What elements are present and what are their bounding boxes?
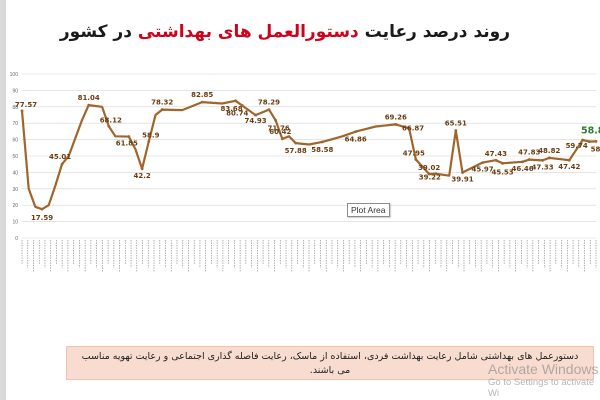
data-point xyxy=(494,158,498,162)
data-label: 81.04 xyxy=(78,94,100,102)
data-label: 47.42 xyxy=(558,163,580,171)
window-edge xyxy=(0,0,6,400)
title-highlight: دستورالعمل های بهداشتی xyxy=(137,22,359,42)
data-label: 78.32 xyxy=(151,99,173,107)
data-point xyxy=(267,108,271,112)
data-label: 45.01 xyxy=(49,153,71,161)
data-label: 59.74 xyxy=(566,142,588,150)
data-label: 74.93 xyxy=(245,117,267,125)
title-suffix: در کشور xyxy=(59,22,138,42)
y-tick-label: 0 xyxy=(15,236,18,242)
data-point xyxy=(461,171,464,174)
data-label: 69.26 xyxy=(385,113,407,121)
data-point xyxy=(140,167,144,171)
data-point xyxy=(414,157,418,161)
data-point xyxy=(240,104,244,107)
y-tick-label: 100 xyxy=(10,72,19,78)
data-label: 48.82 xyxy=(538,147,560,155)
data-label: 80.74 xyxy=(226,110,248,118)
data-point xyxy=(274,118,278,122)
y-tick-label: 50 xyxy=(12,154,18,160)
data-point xyxy=(234,99,237,103)
data-label: 47.95 xyxy=(403,149,425,157)
data-point xyxy=(454,129,458,132)
data-label: 71.76 xyxy=(268,124,290,132)
data-point xyxy=(434,172,438,176)
data-label: 46.46 xyxy=(512,165,534,173)
data-point xyxy=(107,124,111,128)
data-point xyxy=(280,137,284,141)
data-point xyxy=(160,108,164,111)
data-point xyxy=(127,135,131,138)
data-label: 60.42 xyxy=(269,128,291,136)
data-point xyxy=(541,158,545,162)
data-point xyxy=(587,140,591,143)
data-label: 82.85 xyxy=(191,91,213,99)
data-point xyxy=(147,140,151,143)
chart-footnote: دستورعمل های بهداشتی شامل رعایت بهداشت ف… xyxy=(66,346,594,380)
data-point xyxy=(20,109,24,113)
data-label: 39.91 xyxy=(451,176,473,184)
data-point xyxy=(320,140,324,144)
data-point xyxy=(567,158,571,162)
y-tick-label: 80 xyxy=(12,105,18,111)
data-point xyxy=(40,207,44,211)
y-tick-label: 10 xyxy=(12,220,18,226)
y-tick-label: 40 xyxy=(12,170,18,176)
data-point xyxy=(547,156,551,160)
data-label: 78.29 xyxy=(258,99,280,107)
data-label: 83.68 xyxy=(221,105,243,113)
data-label: 45.97 xyxy=(471,166,493,174)
data-point xyxy=(481,161,484,165)
data-point xyxy=(594,140,598,143)
plot-area-tooltip: Plot Area xyxy=(347,203,390,217)
data-point xyxy=(527,158,531,161)
y-tick-label: 60 xyxy=(12,138,18,144)
data-label: 57.88 xyxy=(285,147,307,155)
data-point xyxy=(501,161,504,165)
data-point xyxy=(294,141,298,145)
data-point xyxy=(427,172,431,176)
data-label: 61.85 xyxy=(116,140,138,148)
data-point xyxy=(254,113,258,117)
data-label: 58.9 xyxy=(142,131,159,139)
data-label: 58.8 xyxy=(591,146,600,154)
data-point xyxy=(581,138,585,142)
watermark-line-1: Activate Windows xyxy=(488,361,599,377)
data-label: 39.02 xyxy=(418,164,440,172)
activate-windows-watermark: Activate Windows Go to Settings to activ… xyxy=(488,361,600,399)
data-label: 17.59 xyxy=(31,214,53,222)
data-label: 58.89 xyxy=(581,125,600,136)
data-label: 68.12 xyxy=(100,116,122,124)
title-prefix: روند درصد رعایت xyxy=(358,22,510,42)
y-tick-label: 20 xyxy=(12,203,18,209)
data-label: 65.51 xyxy=(445,120,467,128)
data-point xyxy=(521,160,524,164)
data-point xyxy=(394,123,398,126)
data-point xyxy=(60,162,64,166)
data-label: 77.57 xyxy=(15,101,37,109)
data-label: 66.87 xyxy=(402,124,424,132)
data-point xyxy=(354,130,358,134)
data-label: 47.33 xyxy=(532,163,554,171)
data-label: 58.58 xyxy=(311,146,333,154)
data-label: 47.83 xyxy=(518,149,540,157)
data-label: 64.86 xyxy=(345,136,367,144)
line-chart: 0 10 20 30 40 50 60 70 80 90 100 77.57 17.59 45.01 81.… xyxy=(10,72,600,272)
data-point xyxy=(200,100,204,104)
y-tick-label: 30 xyxy=(12,187,18,193)
data-label: 45.53 xyxy=(491,168,513,176)
data-label: 42.2 xyxy=(133,172,150,180)
chart-title: روند درصد رعایت دستورالعمل های بهداشتی د… xyxy=(60,22,510,42)
data-point xyxy=(87,103,91,107)
watermark-line-2: Go to Settings to activate Wi xyxy=(488,377,595,399)
data-point xyxy=(407,126,411,130)
y-tick-label: 90 xyxy=(12,88,18,94)
data-label: 39.22 xyxy=(419,174,441,182)
data-label: 47.43 xyxy=(485,150,507,158)
y-tick-label: 70 xyxy=(12,121,18,127)
